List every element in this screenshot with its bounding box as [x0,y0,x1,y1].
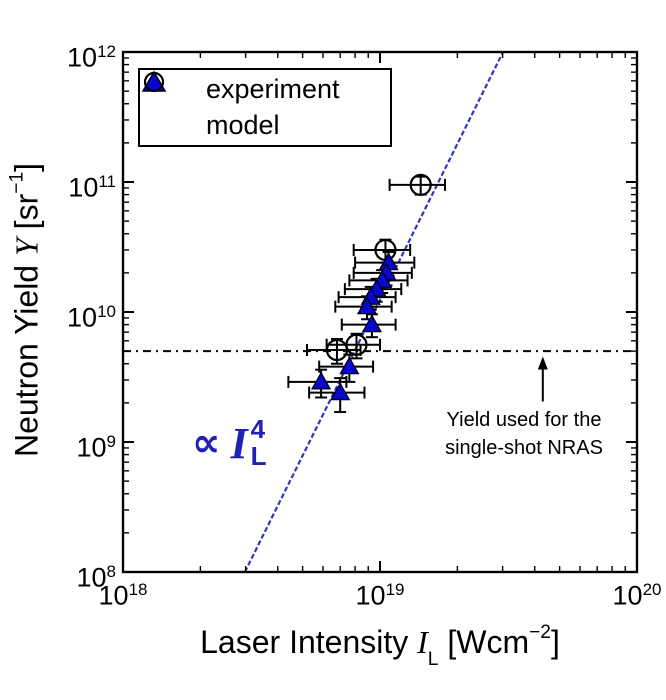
model-marker [409,173,432,196]
y-axis-title: Neutron Yield Y [sr−1] [6,162,45,458]
proportional-symbol: ∝ [192,420,221,466]
x-tick-label: 1018 [98,580,148,611]
fit-line [243,51,504,573]
experiment-marker [361,314,383,333]
y-tick-label: 1010 [67,302,116,333]
y-tick-label: 1011 [68,172,116,203]
model-marker [325,338,349,362]
legend: experiment model [138,68,392,147]
legend-entry-model: model [140,71,390,141]
experiment-marker [330,382,351,401]
annotation-arrow-head [537,356,548,370]
legend-entry-experiment: experiment [140,70,390,105]
x-tick-label: 1019 [355,580,405,611]
x-tick-label: 1020 [612,580,662,611]
y-tick-label: 1012 [67,42,116,73]
y-tick-label: 109 [76,432,116,463]
experiment-marker [339,356,360,375]
annotation-text: Yield used for the single-shot NRAS [430,406,618,462]
experiment-marker [310,371,332,390]
x-axis-title: Laser Intensity IL [Wcm−2] [200,622,560,670]
legend-label: experiment [206,74,340,105]
proportionality-label: ∝ I 4 L [192,416,267,470]
experiment-marker [356,296,378,315]
annotation-line: single-shot NRAS [445,437,603,459]
y-tick-label: 108 [76,562,116,593]
legend-label: model [206,109,280,140]
intensity-variable: I [230,418,248,468]
annotation-line: Yield used for the [446,409,602,431]
